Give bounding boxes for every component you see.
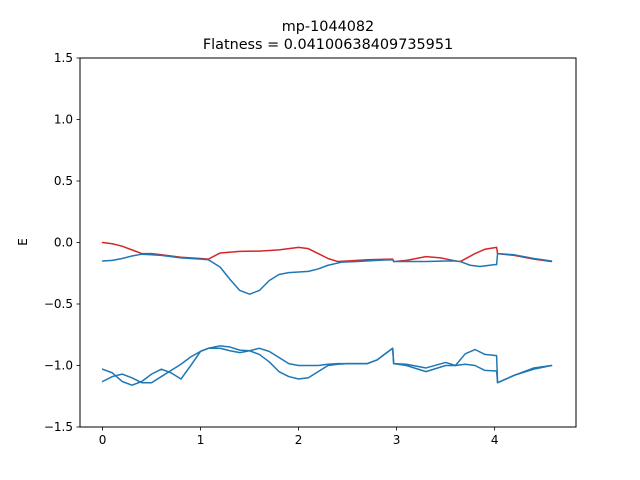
plot-area xyxy=(79,57,577,428)
y-axis-label: E xyxy=(16,238,30,246)
x-tick-label: 4 xyxy=(491,433,499,447)
y-tick-label: 0.0 xyxy=(54,236,73,250)
band-line-4 xyxy=(101,345,553,386)
y-tick-label: −1.0 xyxy=(44,359,73,373)
chart-title: mp-1044082 xyxy=(282,19,374,35)
y-axis: 1.5 1.0 0.5 0.0 −0.5 −1.0 −1.5 xyxy=(44,51,80,434)
x-axis: 0 1 2 3 4 xyxy=(99,427,499,447)
y-tick-label: 1.0 xyxy=(54,113,73,127)
y-tick-label: −0.5 xyxy=(44,297,73,311)
x-tick-label: 1 xyxy=(197,433,205,447)
y-tick-label: 1.5 xyxy=(54,51,73,65)
band-line-3 xyxy=(101,347,553,384)
band-line-2 xyxy=(101,252,553,295)
chart-subtitle: Flatness = 0.04100638409735951 xyxy=(203,37,453,53)
x-tick-label: 2 xyxy=(295,433,303,447)
axes-frame xyxy=(79,57,577,428)
band-line-1 xyxy=(101,241,553,263)
y-tick-label: 0.5 xyxy=(54,174,73,188)
x-tick-label: 3 xyxy=(393,433,401,447)
x-tick-label: 0 xyxy=(99,433,107,447)
series-layer xyxy=(101,241,553,386)
y-tick-label: −1.5 xyxy=(44,420,73,434)
